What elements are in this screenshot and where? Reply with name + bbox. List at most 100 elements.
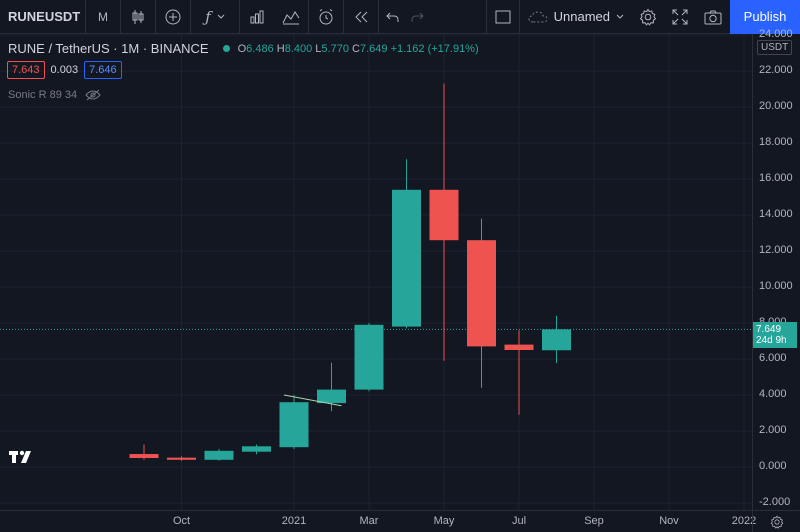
time-tick-label: Nov — [659, 515, 679, 527]
fullscreen-icon[interactable] — [664, 0, 696, 34]
price-tick-label: 6.000 — [759, 352, 787, 364]
buy-price-button[interactable]: 7.646 — [84, 61, 122, 79]
chart-pane[interactable] — [0, 34, 752, 510]
series-title[interactable]: RUNE / TetherUS · 1M · BINANCE — [8, 41, 209, 56]
toolbar-divider — [190, 0, 191, 34]
undo-icon[interactable] — [379, 0, 405, 34]
chevron-down-icon — [616, 14, 624, 19]
candle-body[interactable] — [542, 329, 571, 351]
price-tick-label: 16.000 — [759, 172, 793, 184]
candle-body[interactable] — [354, 324, 384, 390]
interval-button[interactable]: M — [86, 0, 120, 34]
tradingview-logo[interactable] — [8, 446, 34, 468]
add-compare-icon[interactable] — [156, 0, 190, 34]
price-tick-label: 22.000 — [759, 64, 793, 76]
high-value: 8.400 — [284, 42, 313, 55]
redo-icon[interactable] — [405, 0, 431, 34]
close-key: C — [352, 42, 360, 55]
bid-ask-row: 7.643 0.003 7.646 — [7, 61, 122, 79]
layout-icon[interactable] — [487, 0, 519, 34]
settings-gear-icon[interactable] — [770, 514, 784, 529]
price-tick-label: -2.000 — [759, 496, 791, 508]
ohlc-values: O6.486 H8.400 L5.770 C7.649 +1.162 (+17.… — [238, 43, 479, 55]
time-tick-label: Oct — [172, 515, 191, 527]
time-axis[interactable]: Oct 2021 Mar May Jul Sep Nov 2022 — [0, 510, 756, 532]
market-status-dot — [222, 45, 230, 52]
candle-body[interactable] — [467, 240, 496, 347]
vertical-gridlines — [181, 34, 745, 510]
low-key: L — [315, 42, 322, 55]
candle-body[interactable] — [504, 344, 534, 350]
publish-label: Publish — [743, 9, 787, 24]
axis-settings-corner[interactable] — [752, 510, 800, 532]
toolbar-divider — [239, 0, 240, 34]
publish-button[interactable]: Publish — [730, 0, 800, 34]
high-key: H — [276, 42, 285, 55]
indicators-button[interactable]: ƒ — [191, 0, 239, 34]
open-value: 6.486 — [246, 42, 274, 55]
candle-body[interactable] — [167, 457, 196, 460]
candle-body[interactable] — [279, 402, 309, 448]
toolbar-divider — [343, 0, 344, 34]
symbol-label: RUNEUSDT — [8, 9, 81, 24]
change-value: +1.162 (+17.91%) — [390, 42, 479, 55]
toolbar-divider — [378, 0, 379, 34]
top-toolbar: RUNEUSDT M ƒ Unnamed — [0, 0, 800, 34]
currency-button[interactable]: USDT — [757, 40, 793, 55]
price-tick-label: 10.000 — [759, 280, 793, 292]
candles-group — [129, 83, 571, 461]
price-tick-label: 14.000 — [759, 208, 793, 220]
price-tick-label: 12.000 — [759, 244, 793, 256]
price-tick-label: 0.000 — [759, 460, 787, 472]
time-tick-label: Mar — [359, 515, 379, 527]
close-value: 7.649 — [359, 42, 388, 55]
open-key: O — [237, 42, 247, 55]
camera-icon[interactable] — [696, 0, 730, 34]
low-value: 5.770 — [321, 42, 349, 55]
price-tick-label: 4.000 — [759, 388, 787, 400]
candle-body[interactable] — [242, 446, 271, 452]
toolbar-divider — [155, 0, 156, 34]
layout-name-button[interactable]: Unnamed — [520, 0, 632, 34]
price-tick-label: 18.000 — [759, 136, 793, 148]
bar-countdown-label: 24d 9h — [756, 335, 787, 347]
chart-legend: RUNE / TetherUS · 1M · BINANCE O6.486 H8… — [8, 41, 479, 56]
symbol-search-button[interactable]: RUNEUSDT — [0, 0, 86, 34]
price-axis[interactable]: 24.000 22.000 20.000 18.000 16.000 14.000 12.0… — [752, 28, 800, 510]
indicator-legend: Sonic R 89 34 — [8, 89, 101, 101]
candle-body[interactable] — [129, 454, 159, 458]
candle-body[interactable] — [204, 450, 234, 460]
time-tick-label: Sep — [584, 515, 604, 527]
candle-body[interactable] — [429, 189, 459, 241]
settings-gear-icon[interactable] — [632, 0, 664, 34]
sell-price-button[interactable]: 7.643 — [7, 61, 45, 79]
horizontal-gridlines — [0, 34, 752, 504]
time-tick-label: 2021 — [281, 515, 307, 527]
price-tick-label: 2.000 — [759, 424, 787, 436]
candles-icon[interactable] — [121, 0, 155, 34]
sonic-r-indicator-line — [283, 394, 342, 407]
layout-name: Unnamed — [553, 9, 610, 24]
templates-icon[interactable] — [274, 0, 308, 34]
alert-clock-icon[interactable] — [309, 0, 343, 34]
function-icon: ƒ — [205, 7, 211, 26]
time-tick-label: 2022 — [731, 515, 757, 527]
price-tick-label: 20.000 — [759, 100, 793, 112]
chevron-down-icon — [217, 14, 225, 19]
financials-icon[interactable] — [240, 0, 274, 34]
current-price-label: 7.649 — [756, 324, 782, 336]
indicator-title[interactable]: Sonic R 89 34 — [8, 89, 78, 101]
toolbar-divider — [120, 0, 121, 34]
candle-body[interactable] — [392, 189, 421, 327]
price-tick-label: 24.000 — [759, 28, 793, 40]
current-price-badge: 7.649 24d 9h — [753, 322, 797, 349]
eye-hidden-icon[interactable] — [85, 89, 101, 101]
spread-value: 0.003 — [50, 64, 79, 76]
toolbar-divider — [308, 0, 309, 34]
replay-icon[interactable] — [344, 0, 378, 34]
candle-body[interactable] — [317, 389, 346, 404]
time-tick-label: May — [433, 515, 455, 527]
cloud-icon — [528, 10, 548, 22]
toolbar-divider — [518, 0, 520, 34]
time-tick-label: Jul — [511, 515, 527, 527]
